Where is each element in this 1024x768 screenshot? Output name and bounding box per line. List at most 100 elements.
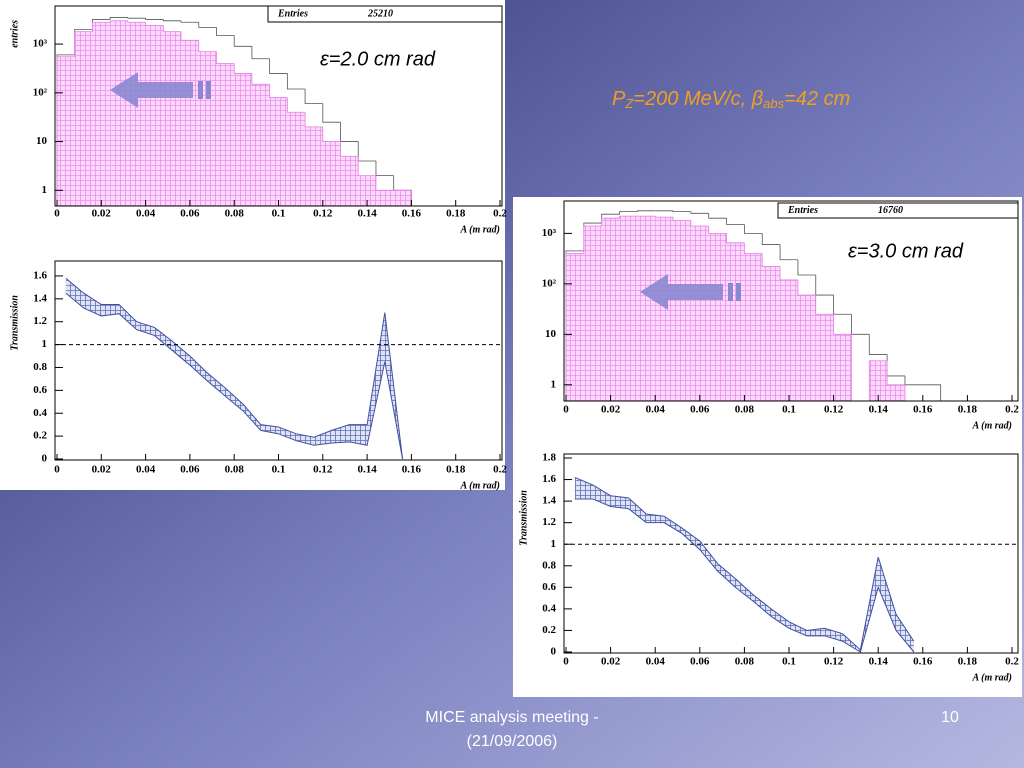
y-tick-label: 10²	[33, 86, 48, 98]
x-tick-label: 0.12	[824, 656, 844, 668]
x-axis-label: A (m rad)	[972, 672, 1012, 683]
y-tick-label: 0	[42, 453, 48, 465]
histogram-outline	[216, 51, 235, 64]
y-tick-label: 1.2	[542, 516, 556, 528]
x-axis-label: A (m rad)	[460, 224, 500, 235]
histogram-bar	[780, 279, 798, 401]
histogram-bar	[887, 384, 905, 401]
x-tick-label: 0.02	[601, 656, 621, 668]
histogram-outline	[583, 225, 602, 254]
histogram-outline	[286, 73, 306, 90]
histogram-outline	[92, 21, 111, 32]
histogram-bar	[322, 141, 341, 206]
arrow-stripe	[198, 81, 203, 99]
y-tick-label: 1.4	[542, 495, 556, 507]
histogram-bar	[566, 253, 584, 401]
arrow-stripe	[206, 81, 211, 99]
x-tick-label: 0.14	[357, 208, 377, 220]
x-tick-label: 0.18	[958, 404, 978, 416]
histogram-outline	[761, 253, 781, 267]
histogram-bar	[198, 51, 217, 206]
histogram-outline	[815, 295, 834, 315]
histogram-outline	[744, 224, 763, 234]
x-tick-label: 0.14	[869, 404, 889, 416]
annotation: ε=2.0 cm rad	[320, 48, 436, 70]
histogram-bar	[583, 226, 602, 401]
y-tick-label: 10³	[542, 227, 557, 239]
y-tick-label: 0.2	[542, 624, 556, 636]
histogram-outline	[868, 360, 888, 401]
y-tick-label: 1.2	[33, 315, 47, 327]
histogram-outline	[304, 112, 323, 128]
x-tick-label: 0.2	[493, 464, 507, 476]
y-tick-label: 0.8	[542, 559, 556, 571]
histogram-outline	[690, 220, 709, 227]
histogram-bar	[110, 20, 128, 206]
histogram-outline	[886, 360, 906, 401]
histogram-outline	[797, 259, 816, 276]
histogram-bar	[92, 22, 111, 206]
band-edge	[65, 292, 404, 460]
histogram-bar	[922, 384, 941, 401]
histogram-outline	[180, 20, 199, 23]
stats-box	[777, 202, 1019, 219]
arrow-stripe	[728, 283, 733, 301]
histogram-bar	[655, 217, 674, 401]
histogram-outline	[726, 233, 745, 244]
x-tick-label: 0.04	[646, 404, 666, 416]
y-tick-label: 0.6	[542, 581, 556, 593]
stats-box	[267, 5, 503, 23]
histogram-outline	[233, 35, 252, 47]
histogram-outline	[162, 19, 182, 22]
annotation: ε=3.0 cm rad	[848, 240, 964, 262]
y-tick-label: 10	[36, 135, 48, 147]
histogram-outline	[56, 56, 75, 206]
x-tick-label: 0.18	[958, 656, 978, 668]
x-tick-label: 0.02	[601, 404, 621, 416]
plot-area	[565, 210, 942, 401]
x-tick-label: 0.04	[646, 656, 666, 668]
histogram-outline	[726, 218, 745, 225]
histogram-outline	[145, 22, 164, 26]
histogram-outline	[636, 210, 656, 212]
arrow-stripe	[736, 283, 741, 301]
x-axis-label: A (m rad)	[460, 480, 500, 491]
x-tick-label: 0.14	[357, 464, 377, 476]
histogram-outline	[145, 18, 164, 20]
histogram-outline	[322, 103, 341, 123]
y-tick-label: 1	[42, 184, 48, 196]
x-tick-label: 0.02	[92, 464, 112, 476]
x-axis-label: A (m rad)	[972, 420, 1012, 431]
x-tick-label: 0.1	[272, 464, 286, 476]
y-axis-label: entries	[9, 20, 20, 48]
x-tick-label: 0	[563, 656, 569, 668]
x-tick-label: 0.06	[690, 656, 710, 668]
x-tick-label: 0.12	[313, 464, 333, 476]
arrow	[110, 72, 193, 108]
histogram-bar	[163, 31, 182, 206]
histogram-outline	[672, 217, 691, 221]
x-tick-label: 0.16	[913, 404, 933, 416]
x-tick-label: 0.2	[1005, 404, 1019, 416]
histogram-outline	[672, 210, 691, 213]
histogram-outline	[233, 63, 252, 74]
x-tick-label: 0.1	[272, 208, 286, 220]
histogram-bar	[305, 126, 323, 206]
y-tick-label: 0.4	[542, 602, 556, 614]
x-tick-label: 0.08	[735, 404, 755, 416]
x-tick-label: 0.18	[446, 464, 466, 476]
histogram-outline	[251, 73, 270, 85]
histogram-outline	[109, 20, 128, 23]
plot-area	[564, 476, 1018, 653]
stats-value: 16760	[878, 205, 903, 216]
histogram-outline	[708, 213, 727, 219]
y-axis-label: Transmission	[9, 295, 20, 351]
histogram-outline	[109, 17, 128, 20]
histogram-bar	[851, 334, 870, 401]
histogram-outline	[565, 253, 584, 401]
x-tick-label: 0.02	[92, 208, 112, 220]
histogram-outline	[779, 244, 798, 261]
plot-area	[56, 17, 412, 206]
histogram-outline	[797, 279, 816, 296]
histogram-bar	[340, 156, 359, 206]
